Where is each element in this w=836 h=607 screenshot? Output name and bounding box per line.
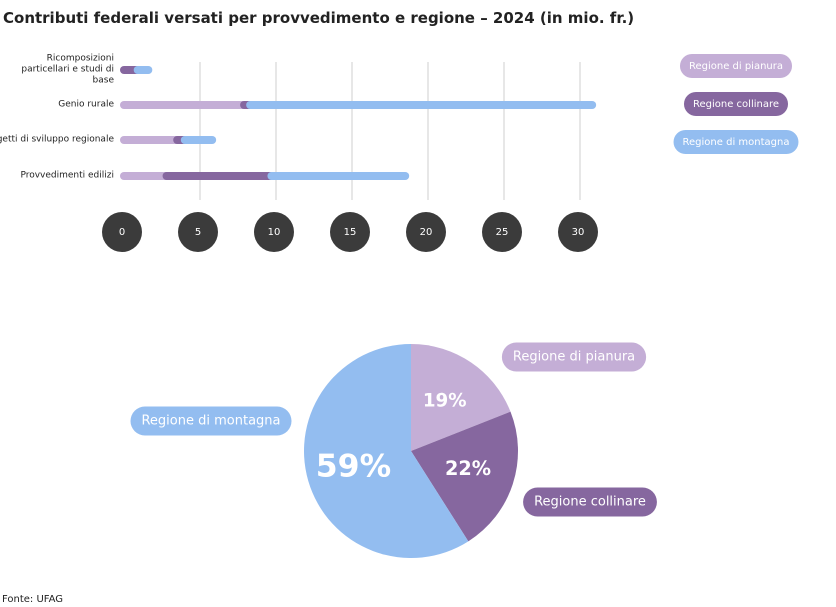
legend-pill xyxy=(673,130,799,154)
legend-pill xyxy=(130,406,292,436)
legend-label: Regione di montagna xyxy=(141,414,280,429)
y-tick-label: Ricomposizioni particellari e studi di b… xyxy=(21,53,114,86)
x-tick-label: 20 xyxy=(420,227,433,238)
legend-label: Regione collinare xyxy=(534,495,646,510)
y-tick-label: Provvedimenti edilizi xyxy=(20,170,114,181)
y-tick-label: Progetti di sviluppo regionale xyxy=(0,134,114,145)
pie-slice xyxy=(411,344,511,451)
tick-marker xyxy=(330,212,370,252)
tick-marker xyxy=(406,212,446,252)
tick-marker xyxy=(558,212,598,252)
legend-label: Regione collinare xyxy=(693,99,779,110)
chart-title: Contributi federali versati per provvedi… xyxy=(3,9,635,27)
tick-marker xyxy=(102,212,142,252)
legend-pill xyxy=(679,54,793,78)
pie-slice xyxy=(304,343,469,558)
tick-marker xyxy=(254,212,294,252)
source: Fonte: UFAG xyxy=(2,594,64,605)
x-tick-label: 15 xyxy=(344,227,357,238)
x-tick-label: 0 xyxy=(119,227,125,238)
x-tick-label: 5 xyxy=(195,227,201,238)
tick-marker xyxy=(178,212,218,252)
x-tick-label: 25 xyxy=(496,227,509,238)
tick-marker xyxy=(482,212,522,252)
pie-slice xyxy=(411,411,518,542)
legend-pill xyxy=(501,342,647,372)
legend-pill xyxy=(523,487,657,517)
legend-label: Regione di pianura xyxy=(689,61,783,72)
x-tick-label: 10 xyxy=(268,227,281,238)
legend-label: Regione di pianura xyxy=(513,350,635,365)
legend-label: Regione di montagna xyxy=(683,137,790,148)
data-label: 19% xyxy=(423,390,467,411)
y-tick-label: Genio rurale xyxy=(58,99,114,110)
data-label: 59% xyxy=(316,449,391,485)
x-tick-label: 30 xyxy=(572,227,585,238)
data-label: 22% xyxy=(445,457,491,480)
legend-pill xyxy=(683,92,789,116)
